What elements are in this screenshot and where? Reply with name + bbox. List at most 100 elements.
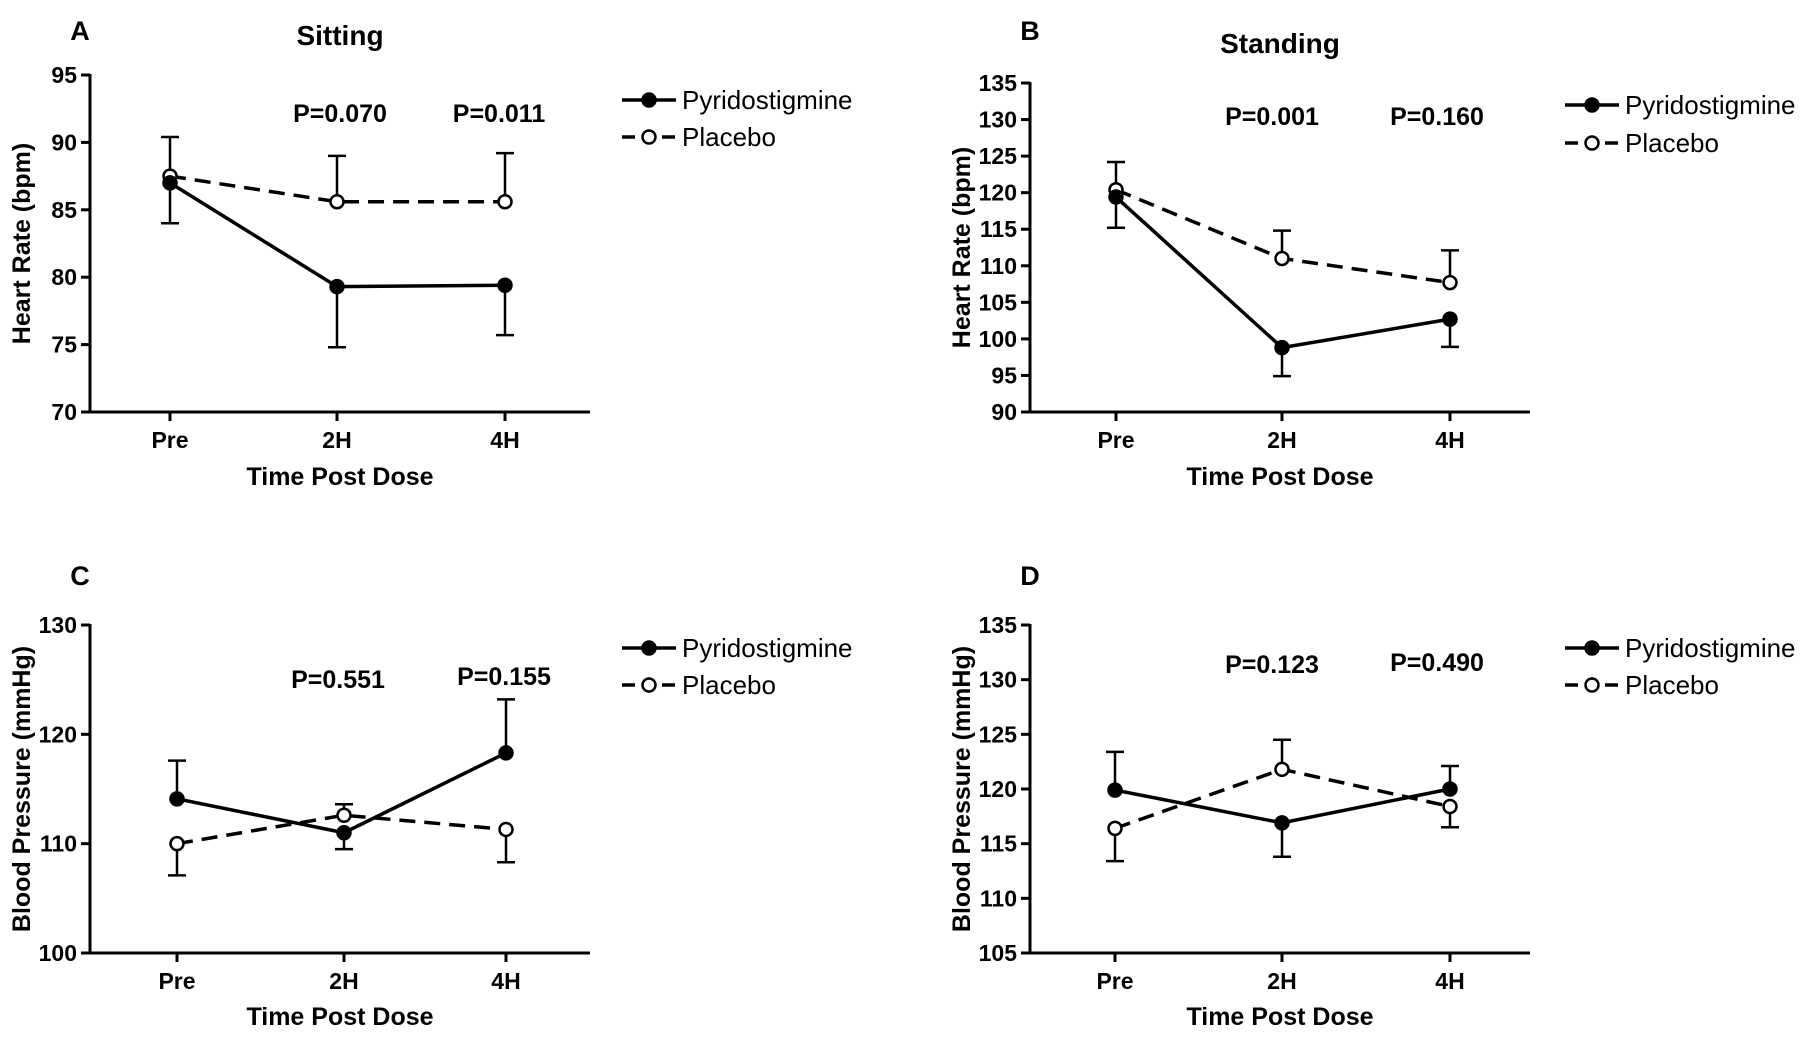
x-tick-label: 2H xyxy=(1267,427,1296,453)
data-point xyxy=(1107,820,1123,837)
series-pyridostigmine xyxy=(168,698,515,851)
chart-title: Standing xyxy=(1220,28,1340,59)
x-axis-title: Time Post Dose xyxy=(1186,463,1373,491)
x-tick-label: Pre xyxy=(1096,968,1133,994)
y-tick-label: 125 xyxy=(979,143,1018,169)
series-pyridostigmine xyxy=(161,175,514,349)
legend-marker xyxy=(641,92,657,108)
data-point xyxy=(1274,815,1290,831)
legend-label: Pyridostigmine xyxy=(1625,633,1796,663)
legend-marker xyxy=(1584,677,1600,693)
p-value-label: P=0.490 xyxy=(1390,649,1484,677)
y-tick-label: 80 xyxy=(51,264,77,290)
p-value-label: P=0.001 xyxy=(1225,103,1319,131)
series-line xyxy=(1114,195,1451,350)
panel-letter: D xyxy=(1020,561,1040,591)
y-tick-label: 120 xyxy=(39,721,77,747)
y-tick-label: 90 xyxy=(51,129,77,155)
x-tick-label: 4H xyxy=(491,968,520,994)
x-axis-title: Time Post Dose xyxy=(246,1003,433,1031)
x-axis-title: Time Post Dose xyxy=(1186,1003,1373,1031)
y-tick-label: 115 xyxy=(980,216,1017,242)
y-tick-label: 130 xyxy=(979,667,1017,693)
data-point xyxy=(1107,782,1123,798)
y-tick-label: 75 xyxy=(51,332,77,358)
legend-marker xyxy=(641,640,657,656)
data-point xyxy=(169,835,185,852)
x-tick-label: Pre xyxy=(151,427,188,453)
y-tick-label: 105 xyxy=(979,940,1018,966)
y-tick-label: 135 xyxy=(979,70,1018,96)
y-tick-label: 95 xyxy=(991,362,1017,388)
series-placebo xyxy=(1107,160,1459,291)
data-point xyxy=(1108,189,1124,205)
panel-letter: B xyxy=(1020,16,1040,46)
legend-marker xyxy=(641,677,657,693)
series-placebo xyxy=(161,135,514,210)
chart-panel-a: A Sitting 70 75 80 85 90 95 Pre 2H 4H Time Post Dos… xyxy=(8,16,853,491)
legend-label: Placebo xyxy=(1625,670,1719,700)
y-axis-title: Heart Rate (bpm) xyxy=(8,143,36,344)
y-axis-title: Heart Rate (bpm) xyxy=(948,147,976,348)
data-point xyxy=(329,278,345,295)
chart-panel-c: C 100 110 120 130 Pre 2H 4H Time Post Dose Blood … xyxy=(8,561,853,1031)
y-axis-title: Blood Pressure (mmHg) xyxy=(8,646,36,932)
data-point xyxy=(169,791,185,807)
legend-marker xyxy=(641,129,657,145)
data-point xyxy=(162,175,178,191)
p-value-label: P=0.070 xyxy=(293,100,387,128)
data-point xyxy=(498,745,514,761)
legend-label: Pyridostigmine xyxy=(1625,90,1796,120)
legend-label: Pyridostigmine xyxy=(682,85,853,115)
y-axis-title: Blood Pressure (mmHg) xyxy=(948,646,976,932)
legend-label: Pyridostigmine xyxy=(682,633,853,663)
x-axis-title: Time Post Dose xyxy=(246,463,433,491)
data-point xyxy=(1274,761,1290,778)
x-tick-label: 2H xyxy=(322,427,351,453)
y-tick-label: 110 xyxy=(40,831,77,857)
legend-label: Placebo xyxy=(682,670,776,700)
series-pyridostigmine xyxy=(1106,750,1459,859)
data-point xyxy=(1442,781,1458,797)
data-point xyxy=(336,824,352,841)
legend-marker xyxy=(1584,135,1600,151)
x-tick-label: 2H xyxy=(1267,968,1296,994)
data-point xyxy=(329,193,345,210)
y-tick-label: 95 xyxy=(51,62,77,88)
data-point xyxy=(1274,339,1290,356)
y-tick-label: 85 xyxy=(51,197,77,223)
legend: Pyridostigmine Placebo xyxy=(1565,90,1796,158)
p-value-label: P=0.123 xyxy=(1225,651,1319,679)
x-tick-label: 2H xyxy=(329,968,358,994)
y-tick-label: 115 xyxy=(980,831,1017,857)
data-point xyxy=(1442,311,1458,327)
series-line xyxy=(176,813,507,846)
chart-panel-b: B Standing 90 95 100 105 110 115 120 125 130 135 Pre… xyxy=(948,16,1796,491)
y-tick-label: 100 xyxy=(39,940,77,966)
y-tick-label: 100 xyxy=(979,326,1017,352)
y-tick-label: 110 xyxy=(980,885,1017,911)
y-tick-label: 130 xyxy=(39,612,77,638)
chart-panel-d: D 105 110 115 120 125 130 135 Pre 2H 4H Time Post D… xyxy=(948,561,1796,1031)
x-tick-label: 4H xyxy=(490,427,519,453)
data-point xyxy=(1442,798,1458,815)
series-placebo xyxy=(1106,738,1459,863)
panel-letter: C xyxy=(70,561,90,591)
legend-marker xyxy=(1584,640,1600,656)
y-tick-label: 125 xyxy=(979,721,1018,747)
p-value-label: P=0.160 xyxy=(1390,103,1484,131)
x-tick-label: 4H xyxy=(1435,427,1464,453)
y-tick-label: 120 xyxy=(979,180,1017,206)
y-tick-label: 70 xyxy=(51,399,77,425)
x-tick-label: 4H xyxy=(1435,968,1464,994)
legend: Pyridostigmine Placebo xyxy=(1565,633,1796,700)
y-tick-label: 130 xyxy=(979,107,1017,133)
legend-marker xyxy=(1584,97,1600,113)
series-placebo xyxy=(168,803,515,877)
legend-label: Placebo xyxy=(682,122,776,152)
y-tick-label: 120 xyxy=(979,776,1017,802)
data-point xyxy=(498,821,514,838)
y-tick-label: 135 xyxy=(979,612,1018,638)
p-value-label: P=0.011 xyxy=(453,100,546,128)
